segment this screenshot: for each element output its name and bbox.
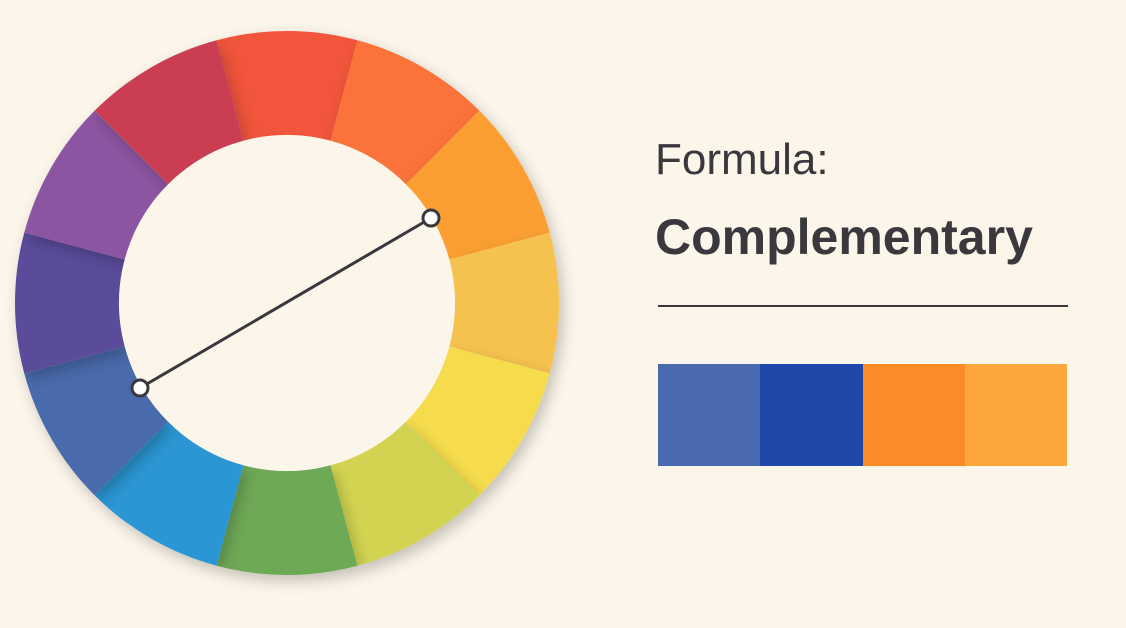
divider: [658, 305, 1068, 307]
palette-swatch-2: [760, 364, 863, 466]
orange-marker-dot: [421, 208, 441, 228]
wheel-segment-red-orange: [216, 31, 358, 141]
formula-label: Formula:: [655, 135, 829, 184]
wheel-segment-orange-red: [330, 40, 480, 185]
wheel-segment-yellow-orange: [449, 232, 559, 374]
wheel-segment-green: [216, 465, 358, 575]
color-palette: [658, 364, 1067, 466]
wheel-segment-yellow: [405, 346, 550, 496]
wheel-segment-red: [94, 40, 244, 185]
palette-swatch-4: [964, 364, 1067, 466]
palette-swatch-3: [862, 364, 965, 466]
palette-swatch-1: [658, 364, 761, 466]
wheel-segment-yellow-green: [330, 421, 480, 566]
wheel-segment-violet: [24, 110, 169, 260]
blue-marker-dot: [130, 378, 150, 398]
wheel-segment-orange: [405, 110, 550, 260]
formula-title: Complementary: [655, 209, 1033, 265]
wheel-segment-blue: [94, 421, 244, 566]
color-wheel: [14, 31, 559, 575]
wheel-segment-indigo: [14, 232, 125, 374]
complementary-connector-line: [139, 216, 432, 390]
